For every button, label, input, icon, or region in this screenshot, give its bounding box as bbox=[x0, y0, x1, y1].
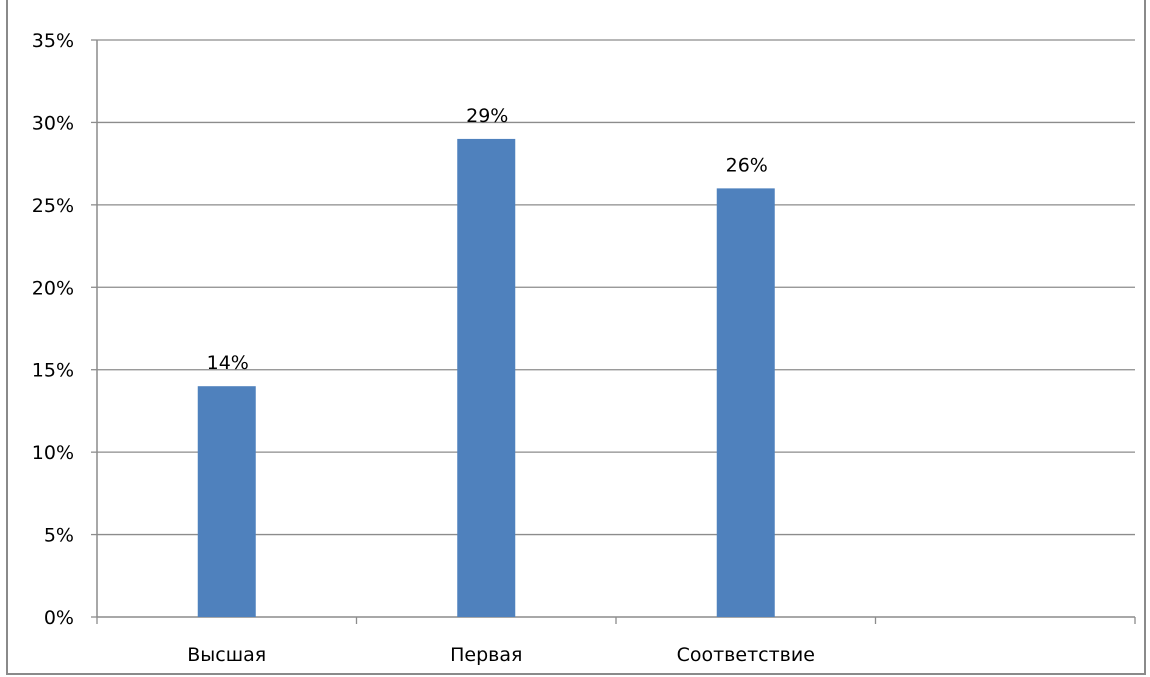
y-tick-label: 0% bbox=[44, 607, 74, 629]
x-category-label: Высшая bbox=[187, 644, 266, 666]
bars bbox=[197, 138, 775, 617]
y-tick-label: 5% bbox=[44, 525, 74, 547]
y-tick-label: 15% bbox=[32, 360, 74, 382]
data-label: 14% bbox=[207, 352, 249, 374]
bar bbox=[197, 386, 256, 617]
data-labels: 14% 29% 26% bbox=[207, 105, 768, 374]
chart-frame bbox=[6, 0, 1146, 675]
y-tick-label: 35% bbox=[32, 30, 74, 52]
gridlines bbox=[97, 39, 1135, 536]
y-tick-label: 25% bbox=[32, 195, 74, 217]
x-category-label: Соответствие bbox=[677, 644, 815, 666]
y-tick-label: 30% bbox=[32, 112, 74, 134]
y-axis-tick-labels: 0% 5% 10% 15% 20% 25% 30% 35% bbox=[32, 30, 74, 629]
x-axis-category-labels: Высшая Первая Соответствие bbox=[187, 644, 815, 666]
y-tick-label: 20% bbox=[32, 277, 74, 299]
x-category-label: Первая bbox=[450, 644, 522, 666]
bar bbox=[716, 188, 775, 617]
axes bbox=[91, 39, 1136, 624]
bar bbox=[457, 138, 516, 617]
y-tick-label: 10% bbox=[32, 442, 74, 464]
data-label: 29% bbox=[466, 105, 508, 127]
data-label: 26% bbox=[726, 154, 768, 176]
